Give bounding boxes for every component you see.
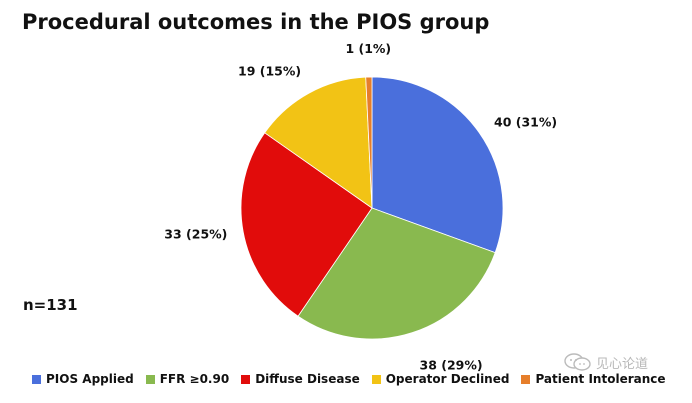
watermark: 见心论道 [563, 352, 648, 372]
slice-label-diffuse-disease: 33 (25%) [164, 226, 227, 241]
wechat-logo-icon [564, 353, 591, 371]
legend: PIOS Applied FFR ≥0.90 Diffuse Disease Oper… [32, 372, 666, 386]
legend-label: FFR ≥0.90 [159, 372, 230, 386]
pie-slice-diffuse-disease [240, 132, 373, 317]
pie-slice-operator-declined [264, 76, 373, 209]
watermark-text: 见心论道 [596, 356, 649, 372]
sample-size-label: n=131 [23, 296, 78, 314]
legend-item-operator-declined: Operator Declined [371, 372, 510, 386]
pie-slice-pios-applied [371, 76, 504, 254]
legend-swatch [521, 374, 531, 384]
legend-label: Patient Intolerance [535, 372, 666, 386]
legend-item-patient-intolerance: Patient Intolerance [521, 372, 666, 386]
pie-slice-ffr-0-90 [297, 207, 496, 340]
legend-label: Operator Declined [385, 372, 510, 386]
legend-swatch [32, 374, 41, 384]
legend-item-ffr-0-90: FFR ≥0.90 [145, 372, 230, 386]
legend-swatch [241, 374, 251, 384]
chart-title: Procedural outcomes in the PIOS group [22, 10, 490, 34]
legend-item-diffuse-disease: Diffuse Disease [241, 372, 360, 386]
legend-item-pios-applied: PIOS Applied [32, 372, 134, 386]
legend-label: Diffuse Disease [255, 372, 360, 386]
slice-label-patient-intolerance: 1 (1%) [345, 41, 391, 56]
pie-slice-patient-intolerance [365, 76, 373, 209]
legend-swatch [371, 374, 381, 384]
slice-label-pios-applied: 40 (31%) [494, 115, 557, 130]
legend-label: PIOS Applied [46, 372, 134, 386]
slice-label-ffr-0-90: 38 (29%) [420, 358, 483, 373]
legend-swatch [145, 374, 155, 384]
slice-label-operator-declined: 19 (15%) [238, 63, 301, 78]
